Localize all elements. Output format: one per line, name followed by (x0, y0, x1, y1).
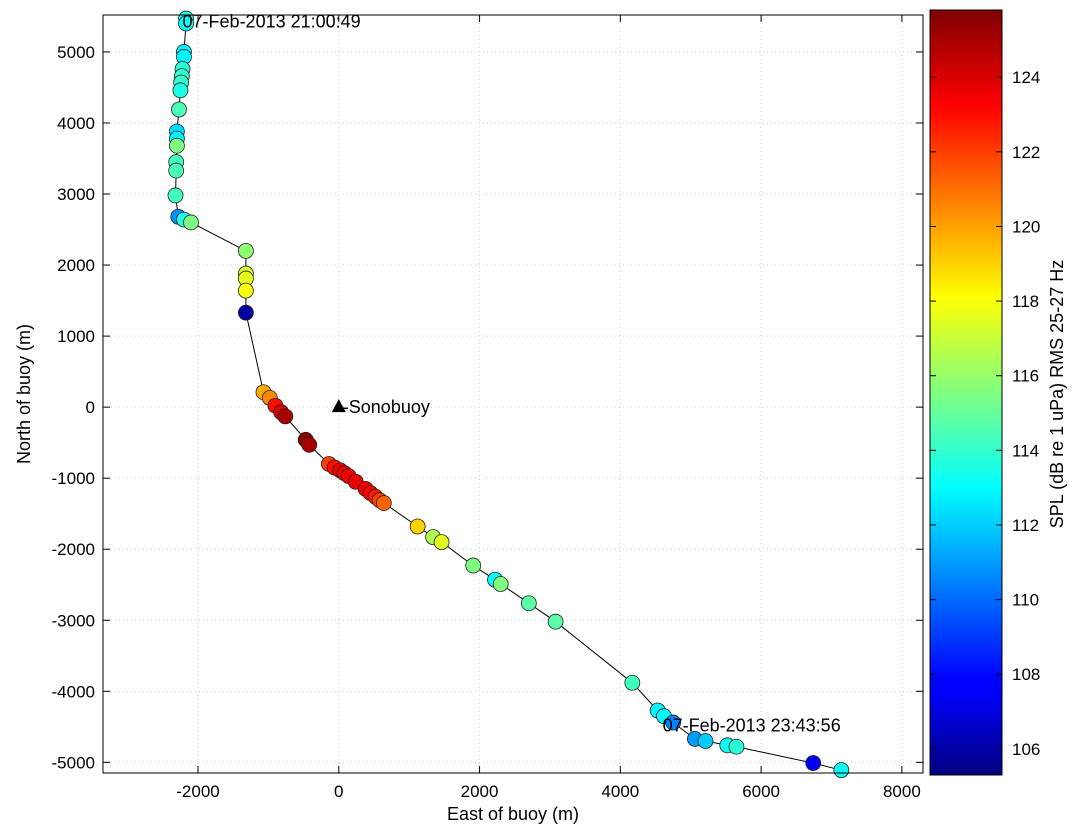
data-point (465, 557, 482, 574)
data-point (409, 518, 426, 535)
colorbar-tick-label: 112 (1012, 516, 1039, 535)
annotation-start-time: 07-Feb-2013 21:00:49 (183, 11, 361, 31)
data-point (697, 733, 714, 749)
x-axis-label: East of buoy (m) (447, 804, 579, 824)
y-tick-label: -5000 (52, 753, 95, 772)
x-tick-label: 6000 (742, 782, 780, 801)
y-axis-label: North of buoy (m) (14, 324, 34, 464)
x-tick-label: 0 (334, 782, 343, 801)
colorbar-tick-label: 122 (1012, 143, 1040, 162)
data-point (624, 674, 641, 691)
plot-area: -Sonobuoy 07-Feb-2013 21:00:49 07-Feb-20… (52, 10, 924, 801)
data-point (172, 82, 189, 99)
colorbar-tick-label: 110 (1012, 591, 1039, 610)
colorbar-tick-label: 106 (1012, 740, 1040, 759)
data-point (237, 242, 254, 259)
y-gridlines (103, 51, 923, 763)
x-tick-label: -2000 (176, 782, 219, 801)
y-tick-label: 5000 (57, 43, 95, 62)
data-point (169, 137, 185, 154)
data-point (520, 595, 537, 612)
colorbar: 106 108 110 112 114 116 118 120 122 124 SPL (dB r… (929, 9, 1067, 776)
x-tick-label: 4000 (601, 782, 639, 801)
y-tick-label: 4000 (57, 114, 95, 133)
data-point (237, 304, 254, 321)
colorbar-label: SPL (dB re 1 uPa) RMS 25-27 Hz (1047, 260, 1067, 528)
sonobuoy-label: -Sonobuoy (343, 397, 430, 417)
data-point (168, 162, 185, 179)
x-tick-label: 2000 (461, 782, 499, 801)
y-tick-label: 3000 (57, 185, 95, 204)
y-tick-label: -3000 (52, 611, 95, 630)
colorbar-tick-label: 116 (1012, 367, 1039, 386)
colorbar-gradient (929, 9, 1003, 776)
plot-border (102, 14, 924, 774)
y-tick-label: 2000 (57, 256, 95, 275)
data-point (183, 214, 199, 231)
y-tick-label: 0 (86, 398, 95, 417)
y-tick-label: -2000 (52, 540, 95, 559)
x-tick-label: 8000 (883, 782, 921, 801)
colorbar-tick-label: 114 (1012, 441, 1039, 460)
y-axis-ticks: 5000 4000 3000 2000 1000 0 -1000 -2000 -3000 -400… (52, 43, 923, 772)
data-point (375, 495, 392, 511)
data-points (167, 10, 850, 779)
data-point (237, 282, 254, 299)
annotation-end-time: 07-Feb-2013 23:43:56 (663, 715, 841, 735)
data-point (665, 714, 682, 731)
colorbar-tick-label: 120 (1012, 217, 1040, 236)
colorbar-tick-label: 108 (1012, 665, 1040, 684)
colorbar-tick-label: 118 (1012, 292, 1039, 311)
y-tick-label: -4000 (52, 682, 95, 701)
plot-background (103, 15, 923, 773)
y-tick-label: -1000 (52, 469, 95, 488)
data-point (492, 576, 509, 592)
sonobuoy-marker-icon (331, 399, 346, 413)
data-point (301, 436, 318, 453)
data-point (547, 613, 564, 630)
data-point (167, 187, 184, 204)
data-point (728, 738, 745, 755)
y-tick-label: 1000 (57, 327, 95, 346)
colorbar-tick-label: 124 (1012, 68, 1040, 87)
data-point (178, 15, 194, 32)
data-point (433, 534, 450, 551)
colorbar-ticks: 106 108 110 112 114 116 118 120 122 124 (930, 68, 1040, 759)
x-axis-ticks: -2000 0 2000 4000 6000 8000 (176, 15, 921, 801)
data-point (277, 408, 294, 425)
data-point (805, 755, 822, 771)
data-point (171, 101, 187, 118)
data-point (833, 762, 850, 779)
